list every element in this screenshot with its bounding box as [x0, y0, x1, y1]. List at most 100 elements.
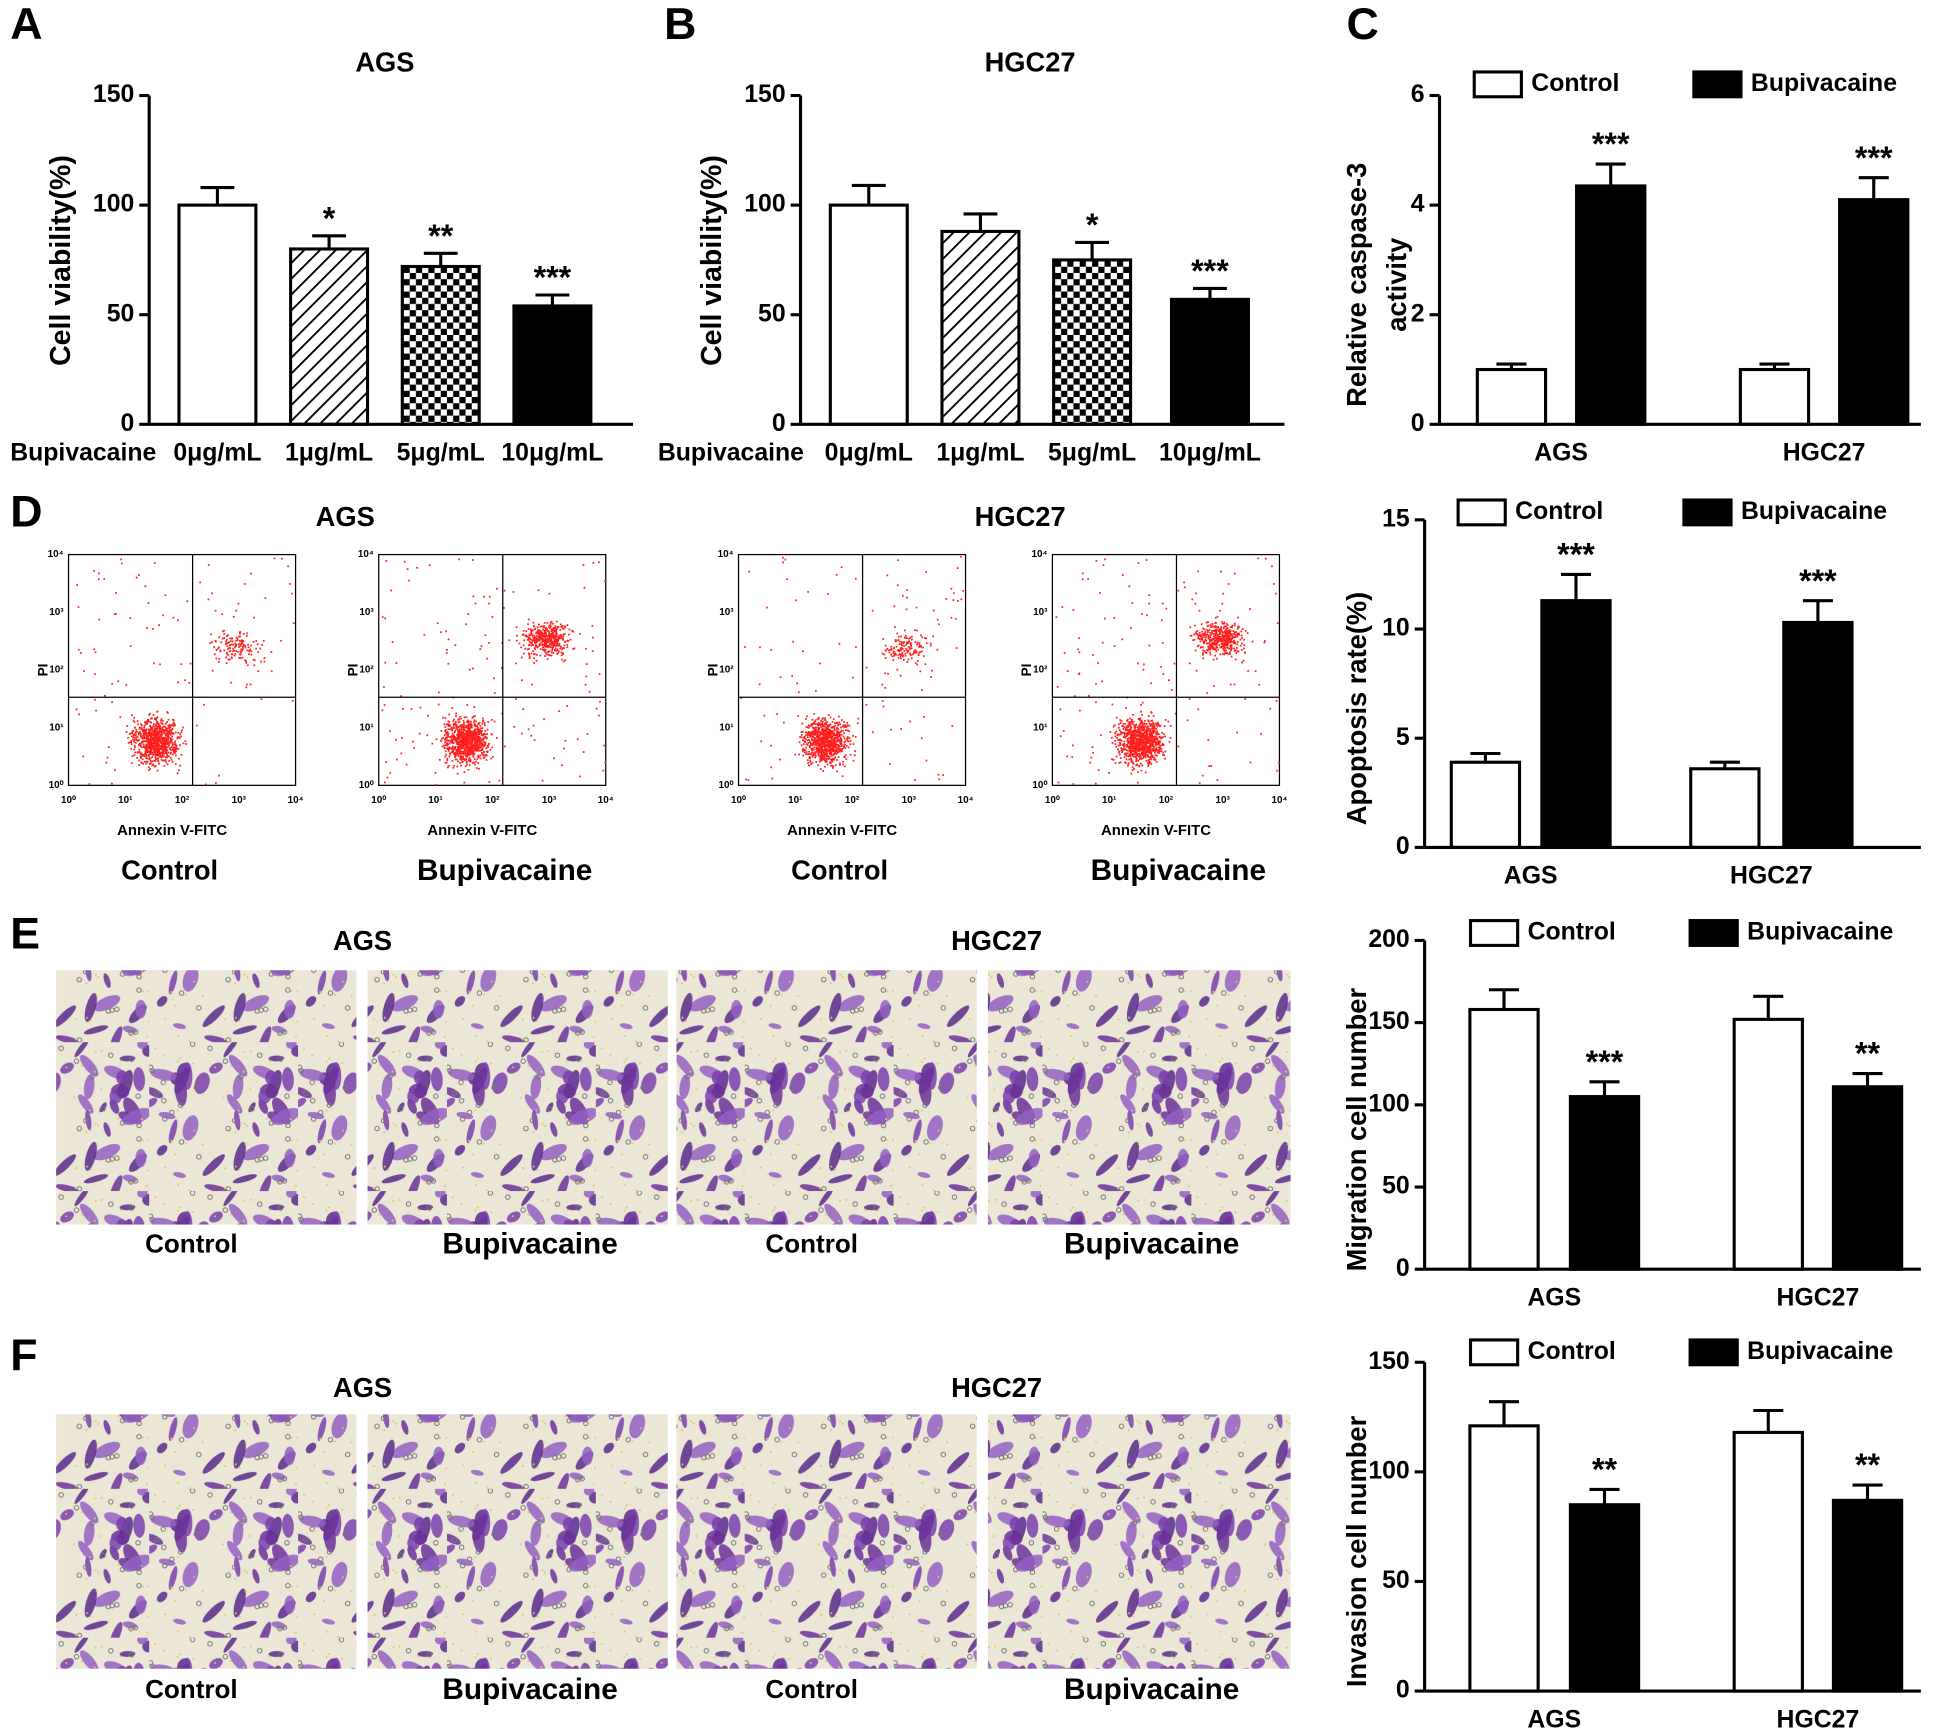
event-dot: [468, 732, 471, 735]
event-dot: [561, 764, 563, 767]
event-dot: [384, 617, 387, 620]
event-dot: [455, 750, 458, 753]
event-dot: [814, 743, 817, 746]
event-dot: [235, 639, 237, 642]
y-tick-label: 10⁰: [719, 780, 734, 791]
event-dot: [1148, 644, 1151, 647]
event-dot: [832, 734, 835, 736]
event-dot: [533, 625, 535, 628]
y-tick-label: 10⁴: [358, 549, 374, 560]
event-dot: [483, 754, 486, 757]
event-dot: [1209, 648, 1212, 651]
event-dot: [451, 738, 454, 741]
event-dot: [113, 769, 116, 771]
event-dot: [563, 747, 565, 750]
event-dot: [168, 725, 171, 728]
event-dot: [1059, 735, 1062, 737]
event-dot: [817, 716, 820, 719]
event-dot: [758, 683, 761, 686]
event-dot: [453, 726, 456, 729]
event-dot: [148, 730, 151, 732]
event-dot: [163, 737, 166, 740]
event-dot: [159, 663, 161, 666]
event-dot: [529, 629, 532, 632]
event-dot: [484, 735, 487, 738]
event-dot: [816, 723, 819, 725]
event-dot: [1097, 662, 1099, 664]
event-dot: [144, 729, 147, 732]
event-dot: [559, 647, 562, 650]
event-dot: [1142, 732, 1144, 735]
event-dot: [1229, 653, 1231, 655]
event-dot: [817, 764, 819, 767]
event-dot: [1111, 736, 1113, 739]
event-dot: [219, 649, 222, 652]
event-dot: [1204, 639, 1207, 642]
event-dot: [147, 769, 150, 771]
event-dot: [829, 758, 832, 761]
event-dot: [1228, 634, 1230, 637]
event-dot: [1164, 750, 1167, 753]
event-dot: [835, 746, 838, 749]
event-dot: [127, 736, 129, 739]
y-axis-label: PI: [346, 664, 361, 677]
event-dot: [804, 749, 807, 751]
event-dot: [559, 637, 561, 640]
event-dot: [833, 728, 836, 730]
event-dot: [261, 644, 263, 646]
event-dot: [1156, 730, 1158, 733]
event-dot: [811, 730, 814, 733]
event-dot: [852, 734, 854, 737]
event-dot: [1150, 711, 1153, 713]
event-dot: [482, 744, 484, 747]
event-dot: [825, 759, 828, 762]
event-dot: [529, 628, 532, 631]
event-dot: [416, 566, 419, 569]
event-dot: [924, 637, 926, 639]
event-dot: [166, 756, 168, 759]
event-dot: [93, 648, 96, 651]
event-dot: [1140, 710, 1143, 713]
event-dot: [839, 723, 842, 726]
event-dot: [1127, 763, 1130, 766]
event-dot: [157, 725, 160, 727]
event-dot: [460, 717, 463, 720]
event-dot: [115, 592, 117, 594]
event-dot: [477, 723, 480, 726]
event-dot: [1152, 727, 1155, 730]
event-dot: [152, 714, 155, 716]
event-dot: [464, 740, 466, 743]
event-dot: [225, 662, 228, 664]
event-dot: [899, 653, 901, 655]
event-dot: [451, 707, 454, 709]
event-dot: [153, 738, 156, 741]
event-dot: [1183, 581, 1185, 584]
event-dot: [162, 744, 165, 747]
event-dot: [1148, 722, 1151, 725]
event-dot: [1133, 748, 1136, 751]
event-dot: [1210, 765, 1213, 767]
event-dot: [252, 658, 255, 661]
event-dot: [479, 743, 481, 746]
event-dot: [1157, 749, 1160, 752]
event-dot: [454, 754, 457, 757]
event-dot: [549, 621, 552, 624]
event-dot: [147, 602, 150, 604]
event-dot: [1152, 758, 1155, 761]
event-dot: [142, 732, 145, 735]
event-dot: [221, 637, 224, 640]
event-dot: [1095, 560, 1098, 562]
event-dot: [823, 736, 826, 738]
event-dot: [465, 760, 468, 763]
event-dot: [468, 750, 471, 753]
event-dot: [541, 625, 543, 628]
event-dot: [165, 743, 168, 745]
event-dot: [131, 732, 134, 734]
event-dot: [817, 722, 820, 724]
event-dot: [1135, 764, 1138, 767]
event-dot: [458, 731, 460, 733]
event-dot: [894, 640, 897, 643]
event-dot: [1151, 741, 1154, 744]
event-dot: [820, 757, 822, 760]
event-dot: [1128, 740, 1131, 743]
